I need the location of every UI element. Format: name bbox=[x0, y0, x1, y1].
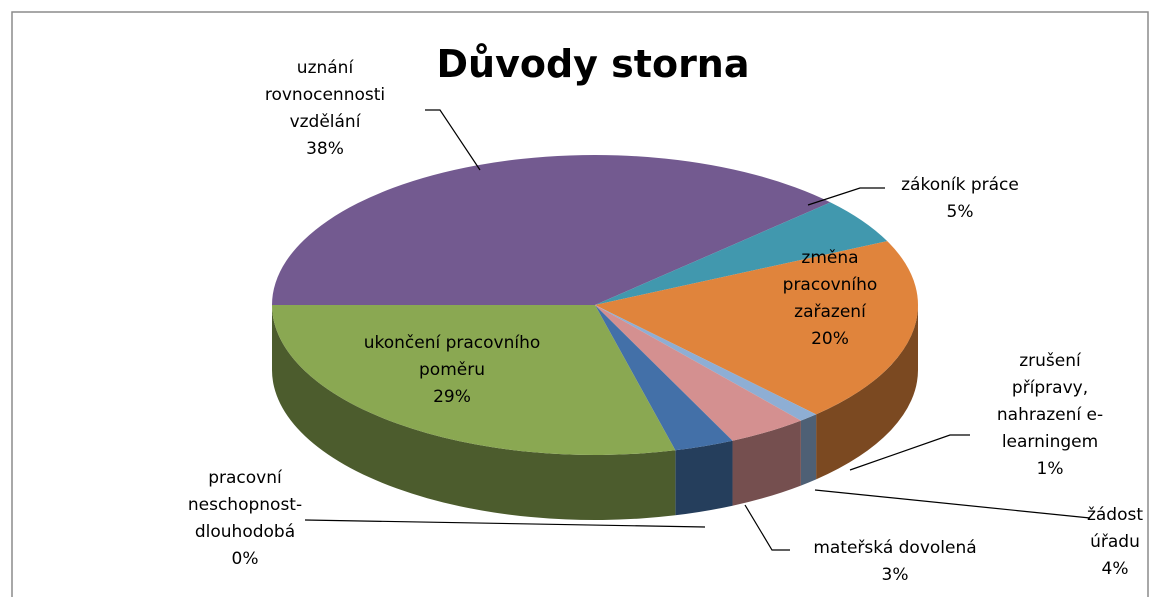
leader-line bbox=[807, 187, 885, 206]
slice-side bbox=[272, 305, 676, 520]
label-value: 20% bbox=[811, 329, 849, 349]
slice bbox=[595, 305, 801, 441]
data-label: žádost úřadu 4% bbox=[1075, 502, 1155, 583]
slice bbox=[595, 241, 918, 415]
label-name: zrušení přípravy, nahrazení e-learningem bbox=[996, 351, 1104, 452]
slice bbox=[272, 305, 676, 455]
label-name: žádost úřadu bbox=[1086, 505, 1144, 552]
data-label: uznání rovnocennosti vzdělání 38% bbox=[245, 55, 405, 163]
data-label: zrušení přípravy, nahrazení e-learningem… bbox=[980, 348, 1120, 483]
label-name: uznání rovnocennosti vzdělání bbox=[264, 58, 386, 132]
slice bbox=[595, 305, 733, 451]
leader-line bbox=[849, 434, 970, 471]
label-value: 4% bbox=[1101, 559, 1129, 579]
data-label: pracovní neschopnost-dlouhodobá 0% bbox=[165, 465, 325, 573]
leader-line bbox=[744, 504, 790, 551]
leader-line bbox=[304, 519, 706, 528]
slice bbox=[595, 305, 817, 421]
slice-side bbox=[800, 414, 817, 486]
data-label: změna pracovního zařazení 20% bbox=[755, 245, 905, 353]
leader-line bbox=[814, 489, 1091, 519]
label-name: mateřská dovolená bbox=[813, 538, 977, 558]
slice bbox=[272, 155, 831, 305]
slice-side bbox=[732, 420, 801, 506]
label-value: 3% bbox=[881, 565, 909, 585]
slice-side bbox=[816, 305, 918, 480]
label-value: 1% bbox=[1036, 459, 1064, 479]
label-name: zákoník práce bbox=[901, 175, 1019, 195]
label-name: změna pracovního zařazení bbox=[782, 248, 878, 322]
slice bbox=[595, 202, 888, 305]
chart-border bbox=[11, 11, 1149, 597]
leader-line bbox=[425, 109, 481, 171]
data-label: mateřská dovolená 3% bbox=[770, 535, 1020, 589]
chart-title: Důvody storna bbox=[436, 42, 750, 86]
label-name: pracovní neschopnost-dlouhodobá bbox=[187, 468, 303, 542]
label-name: ukončení pracovního poměru bbox=[363, 333, 541, 380]
label-value: 38% bbox=[306, 139, 344, 159]
label-value: 29% bbox=[433, 387, 471, 407]
label-value: 0% bbox=[231, 549, 259, 569]
data-label: ukončení pracovního poměru 29% bbox=[342, 330, 562, 411]
data-label: zákoník práce 5% bbox=[875, 172, 1045, 226]
slice-side bbox=[675, 440, 733, 516]
label-value: 5% bbox=[946, 202, 974, 222]
